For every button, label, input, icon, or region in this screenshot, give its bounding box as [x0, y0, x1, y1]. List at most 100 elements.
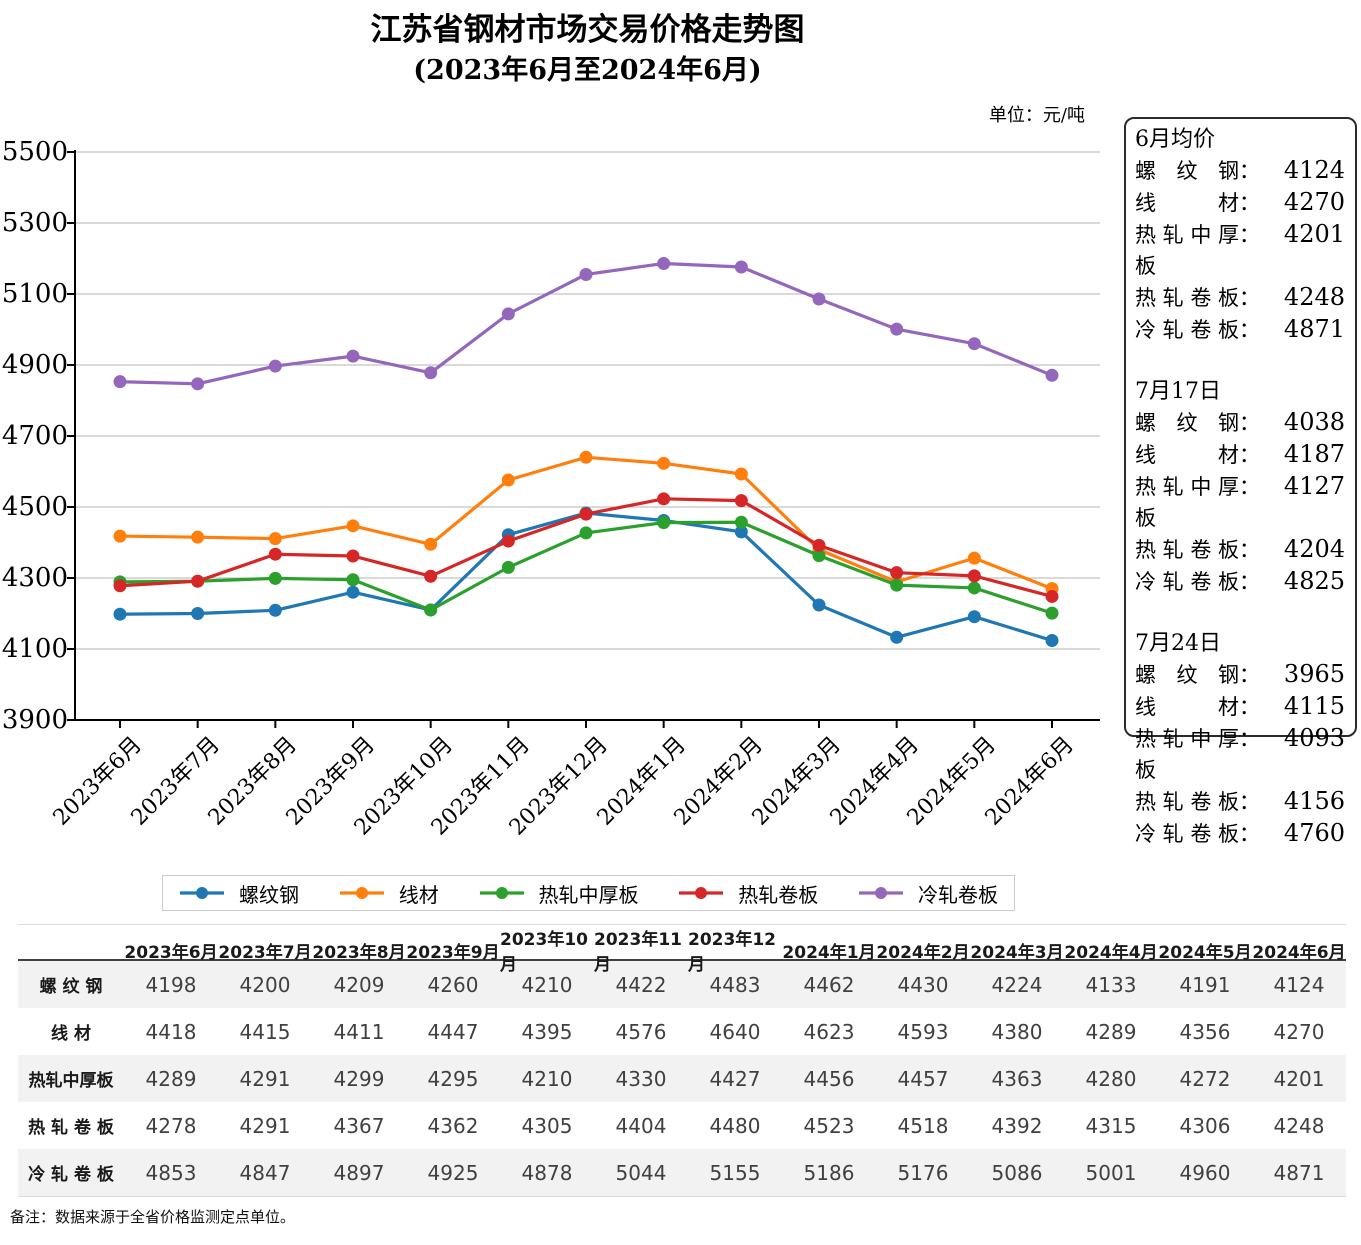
table-cell: 4593	[897, 1019, 949, 1044]
table-header-row: 2023年6月 2023年7月 2023年8月 2023年9月 2023年10月 2023…	[18, 925, 1346, 975]
data-point	[424, 569, 438, 583]
table-row-label: 螺 纹 钢	[39, 977, 103, 997]
table-cell: 4380	[991, 1019, 1043, 1044]
table-cell: 4415	[239, 1019, 291, 1044]
data-point	[191, 377, 205, 391]
summary-label: 热轧卷板	[1135, 286, 1239, 310]
summary-colon: ：	[1239, 159, 1260, 183]
table-cell: 4191	[1179, 972, 1231, 997]
data-point	[191, 607, 205, 620]
table-column-header: 2024年3月	[970, 942, 1064, 963]
data-point	[579, 267, 593, 281]
summary-value: 3965	[1283, 660, 1345, 688]
table-cell: 4200	[239, 972, 291, 997]
data-point	[1045, 606, 1059, 620]
legend-marker-icon	[339, 887, 384, 899]
table-cell: 4457	[897, 1066, 949, 1091]
summary-value: 4115	[1283, 692, 1345, 720]
summary-heading: 7月24日	[1135, 631, 1221, 656]
summary-heading: 7月17日	[1135, 379, 1221, 404]
data-point	[967, 610, 981, 624]
data-point	[890, 322, 904, 336]
summary-value: 4187	[1283, 440, 1345, 468]
table-row-label: 热 轧 卷 板	[28, 1118, 114, 1138]
y-axis-label: 4100	[1, 634, 68, 664]
summary-colon: ：	[1239, 570, 1260, 594]
table-cell: 4291	[239, 1113, 291, 1138]
summary-colon: ：	[1239, 286, 1260, 310]
table-cell: 4210	[521, 972, 573, 997]
summary-colon: ：	[1239, 318, 1260, 342]
table-cell: 4306	[1179, 1113, 1231, 1138]
table-column-header: 2024年6月	[1252, 942, 1346, 963]
legend-marker-icon	[479, 887, 524, 899]
data-point	[890, 566, 904, 580]
legend-marker-icon	[859, 887, 903, 899]
summary-label: 线材	[1135, 191, 1239, 215]
data-point	[113, 375, 127, 389]
summary-row: 螺纹钢： 4124	[1135, 155, 1345, 187]
unit-label: 单位：元/吨	[988, 105, 1085, 126]
summary-value: 4204	[1283, 535, 1345, 563]
data-point	[734, 260, 748, 274]
y-axis-label: 5100	[1, 279, 68, 309]
data-point	[657, 256, 671, 270]
table-cell: 4363	[991, 1066, 1043, 1091]
summary-label: 螺纹钢	[1135, 411, 1239, 435]
summary-row: 线材： 4115	[1135, 691, 1345, 723]
table-column-header: 2024年2月	[876, 942, 970, 963]
table-cell: 4462	[803, 972, 855, 997]
table-cell: 4210	[521, 1066, 573, 1091]
table-cell: 4878	[521, 1160, 573, 1185]
data-point	[346, 519, 360, 533]
table-cell: 4295	[427, 1066, 479, 1091]
data-point	[657, 492, 671, 506]
data-point	[967, 551, 981, 565]
summary-label: 冷轧卷板	[1135, 822, 1239, 846]
table-column-header: 2023年12月	[688, 930, 776, 975]
summary-row: 冷轧卷板： 4825	[1135, 566, 1345, 598]
summary-value: 4871	[1283, 315, 1345, 343]
legend-item: 螺纹钢	[179, 879, 299, 908]
table-cell: 5001	[1085, 1160, 1137, 1185]
table-cell: 4395	[521, 1019, 573, 1044]
data-point	[501, 560, 515, 574]
data-point	[424, 603, 438, 617]
table-cell: 4367	[333, 1113, 385, 1138]
table-cell: 4447	[427, 1019, 479, 1044]
data-point	[501, 473, 515, 487]
chart-legend: 螺纹钢 线材 热轧中厚板 热轧卷板 冷轧卷板	[162, 875, 1015, 911]
summary-row: 冷轧卷板： 4760	[1135, 818, 1345, 850]
table-cell: 4315	[1085, 1113, 1137, 1138]
summary-colon: ：	[1239, 223, 1260, 247]
table-cell: 4897	[333, 1160, 385, 1185]
chart-title: 江苏省钢材市场交易价格走势图	[370, 12, 805, 48]
summary-value: 4825	[1283, 567, 1345, 595]
summary-value: 4760	[1283, 819, 1345, 847]
data-point	[424, 366, 438, 380]
table-column-header: 2023年10月	[500, 930, 588, 975]
summary-colon: ：	[1239, 191, 1260, 215]
table-column-header: 2023年8月	[312, 942, 406, 963]
summary-label: 线材	[1135, 695, 1239, 719]
summary-heading: 6月均价	[1135, 127, 1215, 152]
data-point	[812, 598, 826, 612]
summary-row: 热轧中厚板： 4093	[1135, 723, 1345, 786]
data-point	[191, 574, 205, 588]
data-point	[812, 292, 826, 306]
summary-row: 热轧中厚板： 4127	[1135, 471, 1345, 534]
legend-item: 线材	[339, 879, 439, 908]
summary-section: 7月17日 螺纹钢： 4038 线材： 4187 热轧中厚板： 4127 热轧卷板： 4204 冷…	[1135, 376, 1345, 598]
data-point	[268, 571, 282, 585]
chart-subtitle: (2023年6月至2024年6月)	[413, 55, 762, 86]
summary-colon: ：	[1239, 663, 1260, 687]
y-axis-label: 4900	[1, 350, 68, 380]
table-cell: 4430	[897, 972, 949, 997]
table-row-label: 热轧中厚板	[28, 1071, 114, 1091]
data-point	[113, 607, 127, 621]
data-point	[1045, 368, 1059, 382]
summary-row: 热轧卷板： 4248	[1135, 282, 1345, 314]
table-cell: 4201	[1273, 1066, 1325, 1091]
y-axis-label: 4300	[1, 563, 68, 593]
data-point	[734, 494, 748, 508]
